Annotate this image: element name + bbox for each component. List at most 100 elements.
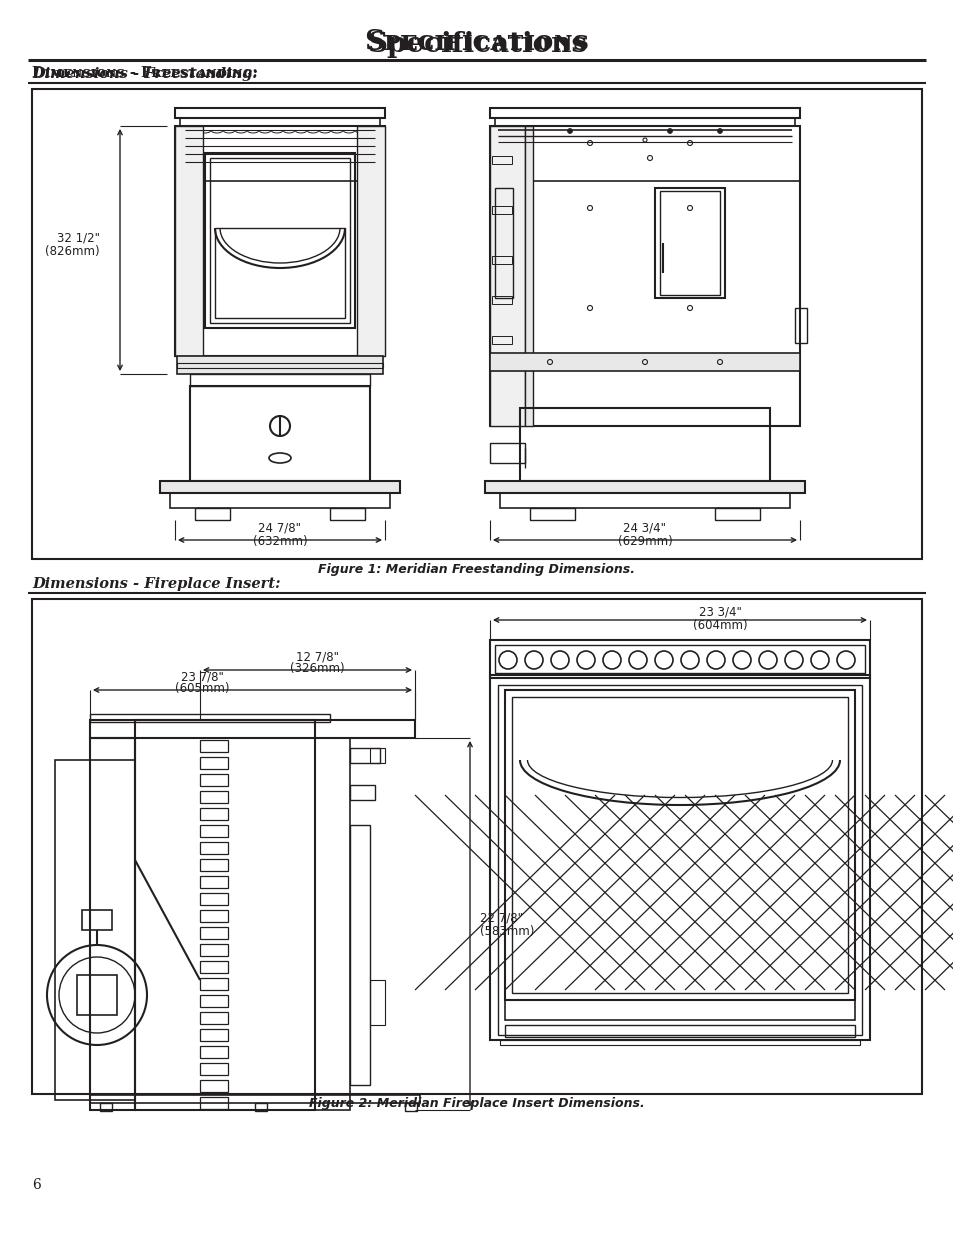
Bar xyxy=(177,126,382,182)
Bar xyxy=(495,188,513,298)
Circle shape xyxy=(717,128,721,133)
Circle shape xyxy=(567,128,572,133)
Bar xyxy=(174,126,203,356)
Bar xyxy=(495,119,794,126)
Bar xyxy=(180,119,379,126)
Bar xyxy=(512,697,847,993)
Bar xyxy=(490,443,524,463)
Bar xyxy=(170,493,390,508)
Bar xyxy=(350,825,370,1086)
Bar xyxy=(495,645,864,673)
Bar xyxy=(210,158,350,324)
Bar xyxy=(194,508,230,520)
Bar xyxy=(55,760,135,1100)
Bar xyxy=(330,508,365,520)
Bar xyxy=(200,910,228,923)
Text: Dimensions - Freestanding:: Dimensions - Freestanding: xyxy=(32,67,257,82)
Bar xyxy=(200,757,228,769)
Bar xyxy=(200,1046,228,1058)
Bar xyxy=(200,927,228,939)
Text: Specifications: Specifications xyxy=(367,31,586,58)
Bar xyxy=(492,336,512,345)
Bar xyxy=(370,748,385,763)
Bar xyxy=(504,1000,854,1020)
Bar xyxy=(200,944,228,956)
Bar xyxy=(90,720,415,739)
Text: (605mm): (605mm) xyxy=(175,683,230,695)
Bar xyxy=(160,480,399,493)
Text: Figure 2: Meridian Fireplace Insert Dimensions.: Figure 2: Meridian Fireplace Insert Dime… xyxy=(309,1098,644,1110)
Text: (326mm): (326mm) xyxy=(290,662,344,676)
Bar xyxy=(492,206,512,214)
Bar xyxy=(200,995,228,1007)
Bar xyxy=(82,910,112,930)
Text: 23 3/4": 23 3/4" xyxy=(698,605,740,619)
Bar xyxy=(370,981,385,1025)
Text: 24 7/8": 24 7/8" xyxy=(258,521,301,535)
Bar xyxy=(405,1103,416,1112)
Bar xyxy=(519,408,769,480)
Bar xyxy=(190,387,370,480)
Bar xyxy=(490,107,800,119)
Bar xyxy=(200,825,228,837)
Bar xyxy=(200,1063,228,1074)
Bar xyxy=(174,107,385,119)
Bar xyxy=(794,308,806,343)
Bar xyxy=(90,739,135,1110)
Bar xyxy=(490,126,524,426)
Bar xyxy=(655,188,724,298)
Bar xyxy=(490,126,800,182)
Bar xyxy=(174,126,385,356)
Bar xyxy=(492,296,512,304)
Bar xyxy=(90,1095,419,1103)
Bar xyxy=(714,508,760,520)
Bar xyxy=(200,1097,228,1109)
Bar xyxy=(350,748,379,763)
Text: Dimensions - Fireplace Insert:: Dimensions - Fireplace Insert: xyxy=(32,577,280,592)
Text: (826mm): (826mm) xyxy=(46,245,100,258)
Circle shape xyxy=(667,128,672,133)
Bar xyxy=(214,228,345,317)
Bar xyxy=(200,1011,228,1024)
Bar xyxy=(200,842,228,853)
Text: 6: 6 xyxy=(32,1178,41,1192)
Bar xyxy=(32,89,921,559)
Bar xyxy=(200,893,228,905)
Bar xyxy=(356,126,385,356)
Bar xyxy=(490,126,800,426)
Bar xyxy=(200,774,228,785)
Bar xyxy=(135,720,314,1110)
Bar xyxy=(490,640,869,678)
Bar xyxy=(492,256,512,264)
Bar xyxy=(200,978,228,990)
Bar xyxy=(492,156,512,164)
Bar xyxy=(504,690,854,1000)
Text: (604mm): (604mm) xyxy=(692,619,746,631)
Text: 24 3/4": 24 3/4" xyxy=(623,521,666,535)
Text: Sᴘᴇᴄɪғɪᴄᴀᴛɪᴏɴѕ: Sᴘᴇᴄɪғɪᴄᴀᴛɪᴏɴѕ xyxy=(364,28,589,56)
Text: (583mm): (583mm) xyxy=(479,925,534,939)
Text: 22 7/8": 22 7/8" xyxy=(479,911,522,925)
Text: 23 7/8": 23 7/8" xyxy=(181,671,224,683)
Text: 32 1/2": 32 1/2" xyxy=(57,231,100,245)
Bar xyxy=(205,153,355,329)
Bar xyxy=(77,974,117,1015)
Bar xyxy=(499,1040,859,1045)
Bar xyxy=(200,740,228,752)
Bar xyxy=(200,1029,228,1041)
Bar xyxy=(484,480,804,493)
Bar xyxy=(504,1025,854,1037)
Text: 12 7/8": 12 7/8" xyxy=(295,651,338,663)
Bar xyxy=(314,739,350,1110)
Bar xyxy=(177,356,382,374)
Bar xyxy=(524,126,533,426)
Bar xyxy=(100,1103,112,1112)
Bar xyxy=(32,599,921,1094)
Bar xyxy=(190,374,370,387)
Bar xyxy=(490,676,869,1040)
Bar xyxy=(200,790,228,803)
Text: (632mm): (632mm) xyxy=(253,536,307,548)
Bar xyxy=(350,785,375,800)
Bar xyxy=(200,808,228,820)
Bar xyxy=(177,363,382,368)
